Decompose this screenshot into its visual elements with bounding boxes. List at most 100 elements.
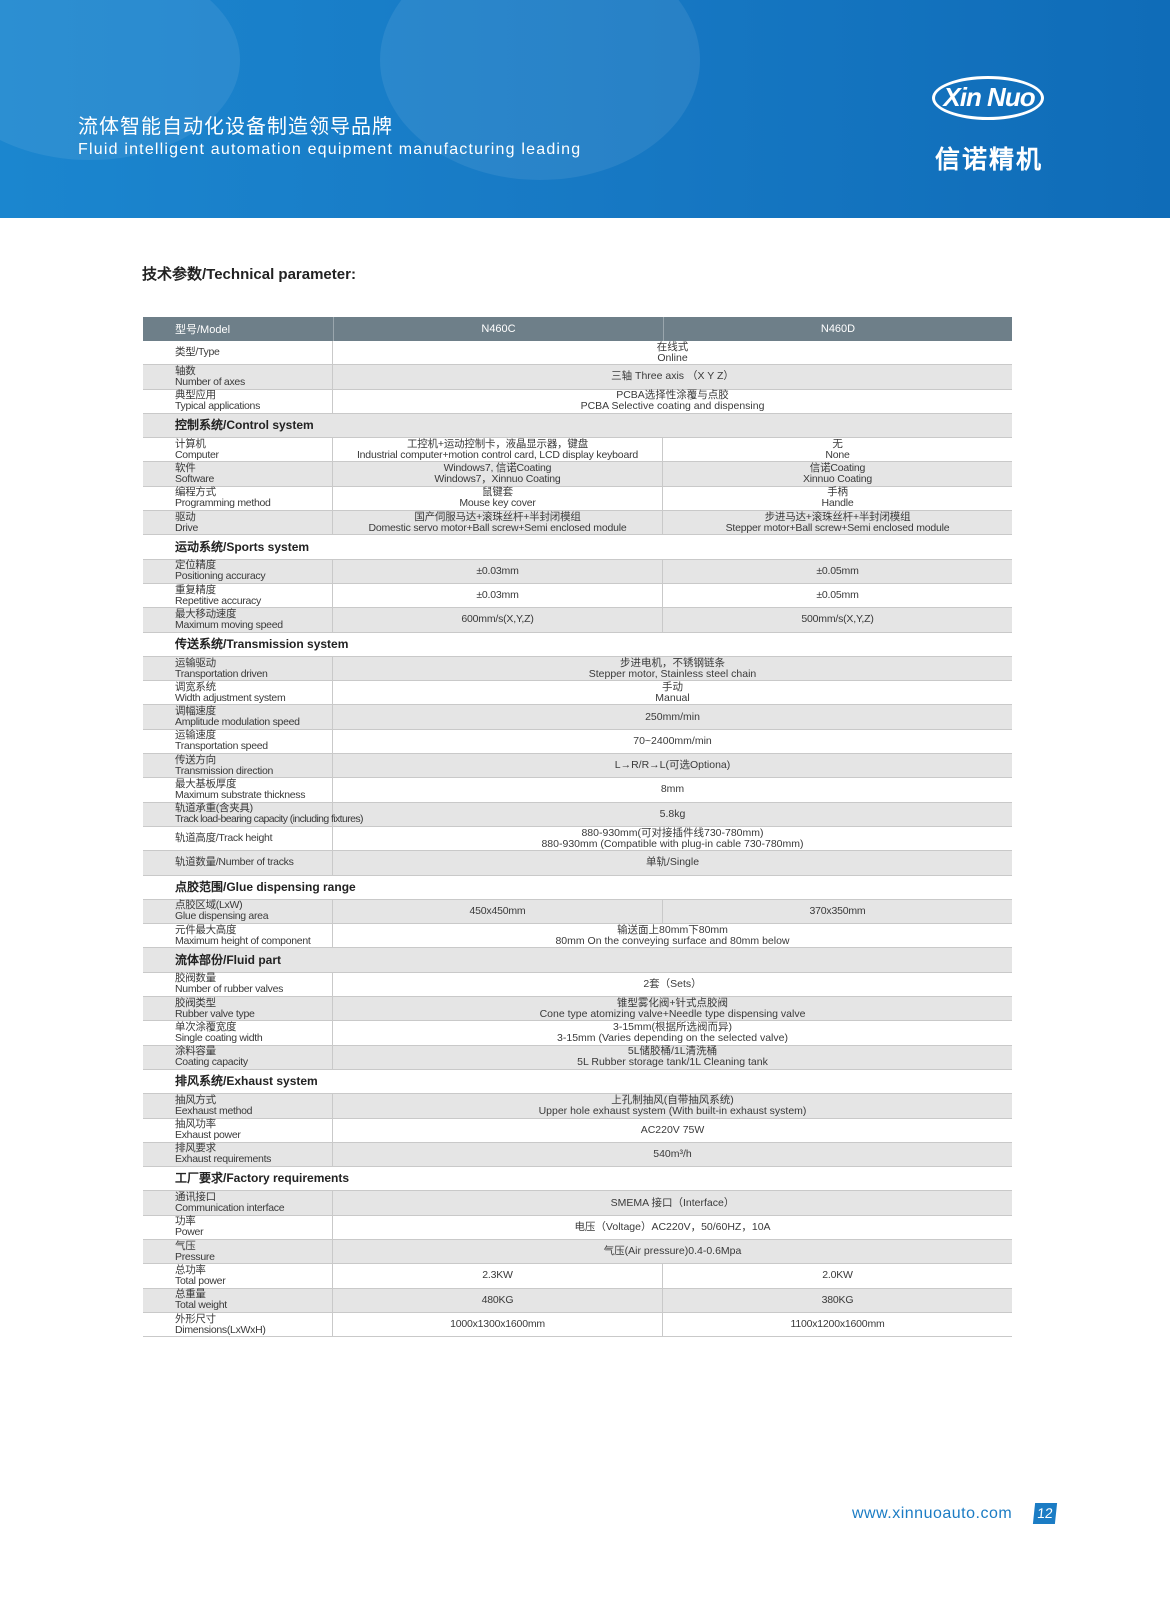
section-heading-row: 传送系统/Transmission system	[143, 632, 1012, 657]
row-label-text: 轨道数量/Number of tracks	[175, 856, 294, 869]
row-label: 运输速度 Transportation speed	[143, 729, 333, 754]
section-heading: 流体部份/Fluid part	[175, 952, 281, 967]
value-n460c: ±0.03mm	[333, 583, 663, 608]
value-line: ±0.05mm	[816, 589, 859, 602]
value-line: 2.3KW	[482, 1269, 513, 1282]
row-label-en: Power	[175, 1226, 204, 1239]
value-line: 单轨/Single	[645, 856, 700, 869]
row-label-zh: 运输速度	[175, 729, 216, 742]
row-label-en: Transmission direction	[175, 764, 274, 777]
value-line: 880-930mm(可对接插件线730-780mm)	[581, 826, 764, 839]
row-label-en: Maximum substrate thickness	[175, 788, 306, 801]
table-row: 抽风功率 Exhaust power AC220V 75W	[143, 1118, 1012, 1143]
row-label-en: Communication interface	[175, 1202, 285, 1215]
table-row: 气压 Pressure 气压(Air pressure)0.4-0.6Mpa	[143, 1239, 1012, 1265]
table-row: 调幅速度 Amplitude modulation speed 250mm/min	[143, 705, 1012, 730]
value-line: Mouse key cover	[459, 497, 536, 510]
row-label-en: Coating capacity	[175, 1056, 248, 1069]
row-label-zh: 调幅速度	[175, 705, 216, 718]
table-row: 胶阀类型 Rubber valve type 锥型雾化阀+针式点胶阀 Cone typ…	[143, 997, 1012, 1022]
xinnuo-logo: Xin Nuo 信诺精机	[930, 74, 1048, 174]
row-label-zh: 总重量	[175, 1288, 206, 1301]
row-label: 定位精度 Positioning accuracy	[143, 559, 333, 583]
row-label-zh: 最大移动速度	[175, 607, 237, 620]
table-row: 编程方式 Programming method 鼠键套 Mouse key cover…	[143, 486, 1012, 512]
row-label-zh: 轨道承重(含夹具)	[175, 802, 253, 815]
value-line: 三轴 Three axis （X Y Z）	[611, 370, 734, 383]
row-label-text: 轨道高度/Track height	[175, 832, 273, 845]
logo-text: Xin Nuo	[943, 82, 1035, 112]
section-heading-row: 流体部份/Fluid part	[143, 948, 1012, 973]
row-label-en: Total weight	[175, 1299, 227, 1312]
value-line: 信诺Coating	[809, 462, 866, 475]
value-n460d: 380KG	[663, 1289, 1012, 1312]
value-n460c: 工控机+运动控制卡，液晶显示器，键盘 Industrial computer+mo…	[333, 437, 663, 462]
header-n460c: N460C	[333, 317, 663, 341]
value-line: 上孔制抽风(自带抽风系统)	[611, 1093, 734, 1106]
row-label: 编程方式 Programming method	[143, 486, 333, 511]
value-line: Xinnuo Coating	[802, 473, 872, 486]
value-line: 450x450mm	[469, 904, 526, 917]
row-label-zh: 计算机	[175, 437, 206, 450]
value-shared: 锥型雾化阀+针式点胶阀 Cone type atomizing valve+Nee…	[333, 997, 1012, 1020]
value-n460d: 步进马达+滚珠丝杆+半封闭模组 Stepper motor+Ball screw+…	[663, 511, 1012, 534]
table-row: 计算机 Computer 工控机+运动控制卡，液晶显示器，键盘 Industrial …	[143, 437, 1012, 463]
value-line: 3-15mm (Varies depending on the selected…	[557, 1031, 788, 1044]
row-label: 典型应用 Typical applications	[143, 389, 333, 413]
row-label-en: Track load-bearing capacity (including f…	[175, 813, 364, 826]
table-row: 轴数 Number of axes 三轴 Three axis （X Y Z）	[143, 365, 1012, 390]
table-row: 功率 Power 电压（Voltage）AC220V，50/60HZ，10A	[143, 1215, 1012, 1240]
value-line: ±0.03mm	[476, 564, 519, 577]
table-row: 最大移动速度 Maximum moving speed 600mm/s(X,Y,Z)…	[143, 607, 1012, 633]
value-shared: 540m³/h	[333, 1143, 1012, 1166]
row-label-en: Maximum moving speed	[175, 618, 283, 631]
value-line: 气压(Air pressure)0.4-0.6Mpa	[603, 1245, 742, 1258]
value-n460c: 1000x1300x1600mm	[333, 1312, 663, 1337]
value-line: ±0.05mm	[816, 564, 859, 577]
row-label-zh: 抽风功率	[175, 1118, 216, 1131]
logo-zh: 信诺精机	[934, 146, 1043, 174]
row-label-en: Exhaust power	[175, 1129, 241, 1142]
row-label-en: Repetitive accuracy	[175, 594, 261, 607]
value-line: Cone type atomizing valve+Needle type di…	[539, 1007, 806, 1020]
value-n460c: 480KG	[333, 1288, 663, 1312]
row-label: 抽风方式 Eexhaust method	[143, 1093, 333, 1118]
row-label: 胶阀类型 Rubber valve type	[143, 997, 333, 1021]
value-n460c: 国产伺服马达+滚珠丝杆+半封闭模组 Domestic servo motor+Ba…	[333, 511, 663, 535]
row-label-en: Rubber valve type	[175, 1007, 255, 1020]
value-shared: 250mm/min	[333, 705, 1012, 728]
value-n460d: 信诺Coating Xinnuo Coating	[663, 462, 1012, 485]
table-row: 轨道高度/Track height 880-930mm(可对接插件线730-780…	[143, 826, 1012, 852]
value-line: L→R/R→L(可选Optiona)	[614, 759, 731, 772]
table-row: 重复精度 Repetitive accuracy ±0.03mm ±0.05mm	[143, 583, 1012, 609]
value-line: 5L储胶桶/1L清洗桶	[627, 1045, 718, 1058]
value-line: Online	[657, 351, 688, 364]
value-shared: PCBA选择性涂覆与点胶 PCBA Selective coating and d…	[333, 390, 1012, 413]
row-label-zh: 调宽系统	[175, 680, 216, 693]
table-row: 轨道承重(含夹具) Track load-bearing capacity (in…	[143, 802, 1012, 827]
row-label: 驱动 Drive	[143, 511, 333, 535]
row-label-en: Computer	[175, 448, 219, 461]
table-row: 运输速度 Transportation speed 70~2400mm/min	[143, 729, 1012, 755]
header-n460d: N460D	[663, 317, 1012, 341]
value-line: 工控机+运动控制卡，液晶显示器，键盘	[406, 437, 589, 450]
row-label-zh: 胶阀数量	[175, 972, 216, 985]
slogan-zh: 流体智能自动化设备制造领导品牌	[78, 116, 393, 138]
value-line: Industrial computer+motion control card,…	[356, 448, 639, 461]
value-line: 1100x1200x1600mm	[790, 1318, 885, 1331]
row-label-en: Programming method	[175, 497, 271, 510]
row-label-zh: 涂料容量	[175, 1045, 216, 1058]
table-row: 轨道数量/Number of tracks 单轨/Single	[143, 851, 1012, 876]
row-label-en: Maximum height of component	[175, 934, 311, 947]
section-heading-row: 工厂要求/Factory requirements	[143, 1167, 1012, 1192]
row-label-en: Exhaust requirements	[175, 1153, 272, 1166]
row-label-zh: 抽风方式	[175, 1093, 216, 1106]
slogan-en: Fluid intelligent automation equipment m…	[78, 141, 582, 158]
website-link[interactable]: www.xinnuoauto.com	[852, 1505, 1013, 1522]
row-label: 通讯接口 Communication interface	[143, 1191, 333, 1215]
spec-table: 型号/Model N460C N460D 类型/Type 在线式 Online 轴数 N…	[143, 317, 1012, 1338]
value-shared: 电压（Voltage）AC220V，50/60HZ，10A	[333, 1216, 1012, 1239]
value-n460d: 2.0KW	[663, 1264, 1012, 1287]
row-label-en: Drive	[175, 521, 199, 534]
value-line: 80mm On the conveying surface and 80mm b…	[555, 934, 790, 947]
